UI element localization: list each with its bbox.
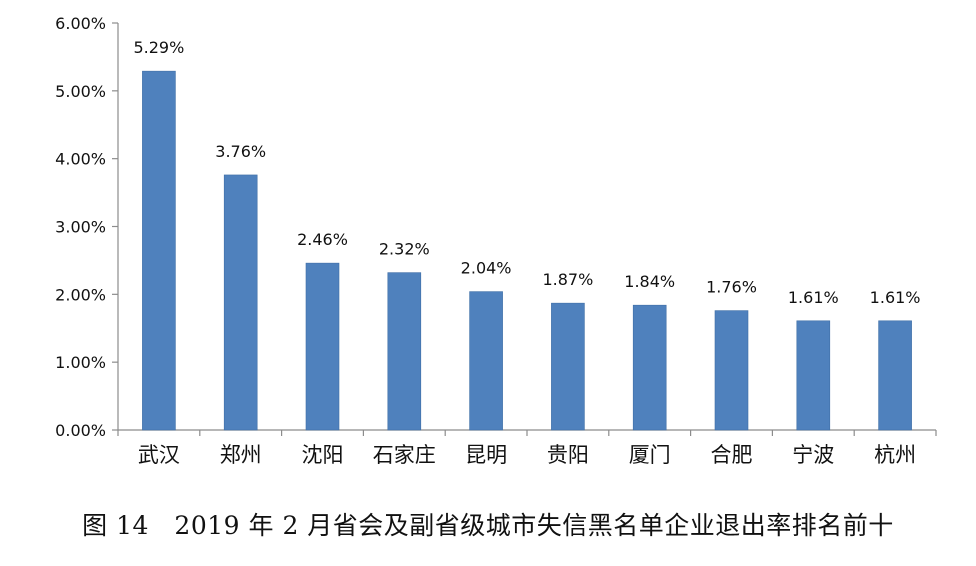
y-tick-label: 4.00% (55, 150, 106, 169)
bar (142, 70, 176, 431)
data-label: 3.76% (215, 142, 266, 161)
data-label: 1.61% (788, 288, 839, 307)
x-tick-label: 郑州 (220, 443, 262, 467)
bar (387, 272, 422, 431)
data-label: 1.84% (624, 272, 675, 291)
bar-chart: 0.00% 1.00% 2.00% 3.00% 4.00% 5.00% 6.00% 5.29… (55, 14, 937, 467)
bar (878, 320, 912, 431)
figure-caption: 图 14 2019 年 2 月省会及副省级城市失信黑名单企业退出率排名前十 (82, 511, 894, 540)
y-tick-label: 6.00% (55, 14, 106, 33)
x-tick-label: 昆明 (465, 443, 507, 467)
x-tick-label: 杭州 (874, 443, 916, 467)
bar (632, 304, 667, 431)
category-labels: 武汉 郑州 沈阳 石家庄 昆明 贵阳 厦门 合肥 宁波 杭州 (138, 443, 916, 467)
x-tick-label: 宁波 (792, 443, 834, 467)
x-tick-label: 石家庄 (373, 443, 436, 467)
bar (469, 291, 503, 431)
bar (796, 320, 831, 431)
data-label: 5.29% (133, 38, 184, 57)
x-tick-label: 武汉 (138, 443, 180, 467)
x-tick-label: 合肥 (711, 443, 753, 467)
bar (714, 310, 749, 431)
data-labels: 5.29% 3.76% 2.46% 2.32% 2.04% 1.87% 1.84% 1.76%… (133, 38, 920, 307)
data-label: 1.61% (870, 288, 921, 307)
bar (305, 262, 340, 431)
y-tick-label: 1.00% (55, 353, 106, 372)
x-tick-label: 贵阳 (547, 443, 589, 467)
y-tick-label: 5.00% (55, 82, 106, 101)
bar (223, 174, 258, 431)
data-label: 2.04% (461, 259, 512, 278)
x-tick-label: 厦门 (629, 443, 671, 467)
data-label: 1.87% (542, 270, 593, 289)
y-tick-label: 2.00% (55, 285, 106, 304)
y-tick-label: 3.00% (55, 218, 106, 237)
y-tick-label: 0.00% (55, 421, 106, 440)
bar (551, 302, 585, 431)
x-tick-label: 沈阳 (302, 443, 344, 467)
x-axis (117, 429, 937, 436)
bars (142, 70, 912, 431)
data-label: 1.76% (706, 278, 757, 297)
data-label: 2.32% (379, 240, 430, 259)
y-axis: 0.00% 1.00% 2.00% 3.00% 4.00% 5.00% 6.00% (55, 14, 119, 440)
data-label: 2.46% (297, 230, 348, 249)
